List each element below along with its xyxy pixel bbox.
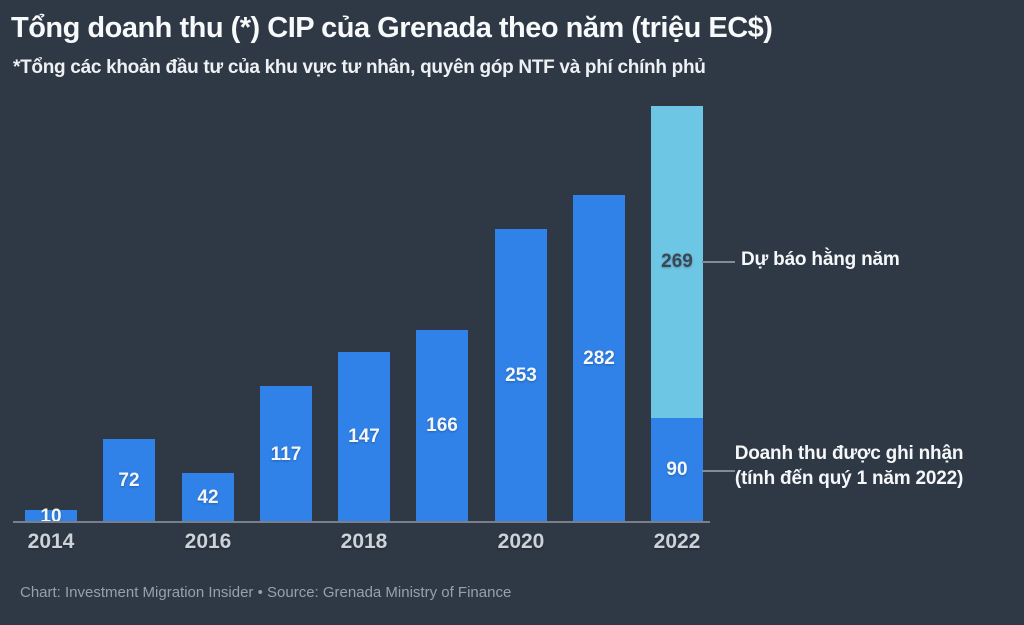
x-tick-2018: 2018	[340, 530, 388, 553]
bar-2022-forecast: 269	[651, 106, 703, 418]
bar-2022-recorded: 90	[651, 417, 703, 522]
source-credit: Chart: Investment Migration Insider • So…	[20, 584, 512, 601]
bar-2017-recorded: 117	[260, 386, 312, 522]
bar-2019-recorded: 166	[416, 329, 468, 522]
bar-2014-recorded: 10	[25, 507, 77, 526]
bar-2016-recorded: 42	[182, 473, 234, 522]
bar-value-label-2014-recorded: 10	[40, 505, 62, 527]
bar-value-label-2021-recorded: 282	[583, 348, 615, 370]
annotation-recorded: Doanh thu được ghi nhận (tính đến quý 1 …	[728, 441, 970, 491]
x-tick-2020: 2020	[497, 530, 545, 553]
x-tick-2014: 2014	[27, 530, 75, 553]
annotation-connector-recorded	[702, 470, 735, 472]
x-axis-line	[13, 521, 710, 523]
annotation-connector-forecast	[702, 261, 735, 263]
bar-value-label-2022-forecast: 269	[661, 251, 693, 273]
chart-subtitle: *Tổng các khoản đầu tư của khu vực tư nh…	[13, 57, 706, 78]
bar-value-label-2018-recorded: 147	[348, 426, 380, 448]
bar-2018-recorded: 147	[338, 351, 390, 522]
bar-value-label-2022-recorded: 90	[666, 459, 688, 481]
bar-value-label-2015-recorded: 72	[118, 469, 140, 491]
bar-value-label-2020-recorded: 253	[505, 364, 537, 386]
annotation-recorded-line1: Doanh thu được ghi nhận	[734, 443, 964, 464]
bar-value-label-2017-recorded: 117	[270, 443, 302, 465]
annotation-recorded-line2: (tính đến quý 1 năm 2022)	[734, 468, 964, 489]
x-tick-2016: 2016	[184, 530, 232, 553]
bar-2020-recorded: 253	[495, 228, 547, 522]
chart-title: Tổng doanh thu (*) CIP của Grenada theo …	[11, 12, 773, 44]
bar-value-label-2019-recorded: 166	[426, 415, 458, 437]
annotation-forecast: Dự báo hằng năm	[741, 249, 900, 270]
bar-value-label-2016-recorded: 42	[197, 487, 219, 509]
bar-2021-recorded: 282	[573, 195, 625, 522]
bar-2015-recorded: 72	[103, 438, 155, 522]
x-tick-2022: 2022	[653, 530, 701, 553]
